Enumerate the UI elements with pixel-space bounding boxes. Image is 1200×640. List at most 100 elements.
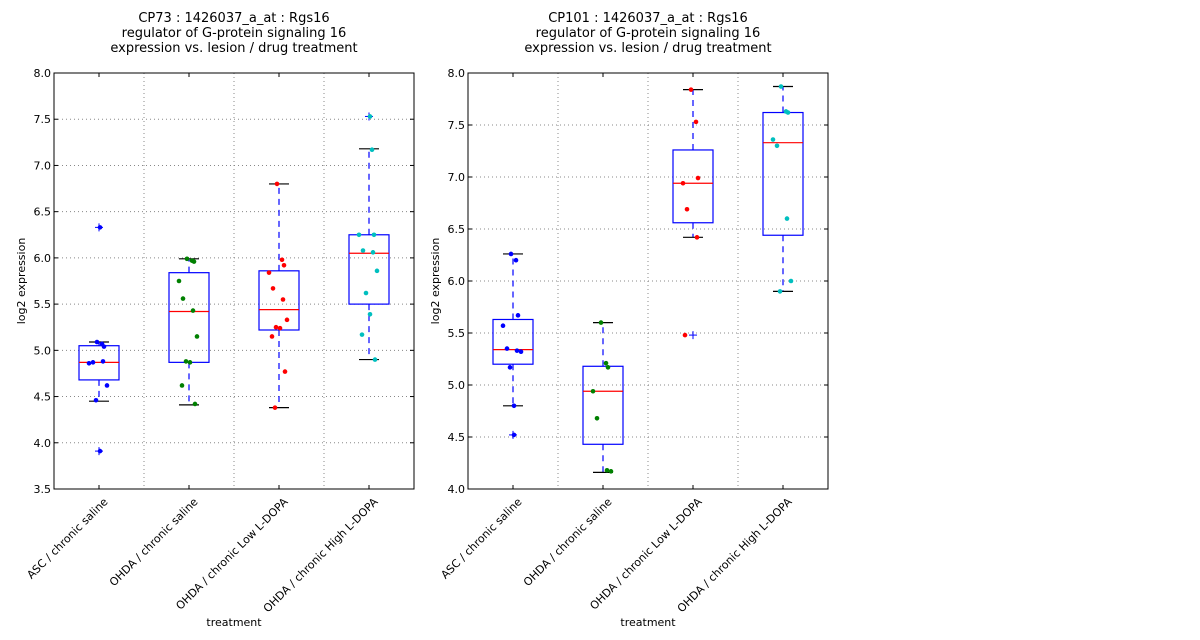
data-point (104, 383, 110, 388)
data-point (778, 84, 784, 89)
data-point (369, 147, 375, 153)
y-tick-label: 8.0 (34, 67, 52, 80)
data-point (682, 332, 688, 338)
box-iqr (762, 111, 804, 236)
box-group-3 (672, 87, 714, 340)
box-iqr (258, 270, 300, 331)
data-point (272, 405, 278, 410)
y-tick-label: 5.0 (448, 379, 466, 392)
chart-title-line-1: CP101 : 1426037_a_at : Rgs16 (548, 11, 748, 26)
data-point (518, 349, 524, 355)
y-tick-label: 6.0 (34, 252, 52, 265)
data-point (774, 143, 780, 149)
data-point (284, 317, 290, 323)
data-point (180, 296, 186, 301)
data-point (511, 432, 517, 438)
data-point (93, 397, 99, 403)
data-point (695, 175, 701, 181)
data-point (598, 320, 604, 325)
data-point (270, 286, 276, 291)
data-point (367, 114, 373, 119)
data-point (788, 278, 794, 284)
data-point (360, 248, 366, 253)
x-axis-label: treatment (620, 616, 676, 629)
y-tick-label: 6.5 (34, 206, 52, 219)
data-point (784, 216, 790, 221)
data-point (179, 383, 185, 388)
y-tick-label: 3.5 (34, 483, 52, 496)
y-tick-label: 4.5 (448, 431, 466, 444)
data-point (500, 323, 506, 329)
chart-title-line-2: regulator of G-protein signaling 16 (122, 26, 347, 41)
x-tick-label: ASC / chronic saline (24, 495, 110, 581)
data-point (90, 360, 96, 365)
data-point (187, 360, 193, 365)
box-iqr (492, 318, 534, 365)
data-point (594, 415, 600, 421)
data-point (359, 332, 365, 337)
data-point (274, 181, 280, 187)
data-point (680, 180, 686, 186)
data-point (507, 365, 513, 370)
data-point (370, 250, 376, 255)
data-point (785, 110, 791, 115)
box-iqr (672, 149, 714, 224)
box-group-1 (78, 223, 120, 456)
data-point (363, 290, 369, 296)
y-tick-label: 5.5 (448, 327, 466, 340)
data-point (514, 348, 520, 353)
x-tick-label: OHDA / chronic saline (107, 495, 201, 589)
data-point (605, 365, 611, 370)
y-tick-label: 7.5 (448, 119, 466, 132)
box-group-1 (492, 251, 534, 439)
data-point (266, 270, 272, 275)
data-point (273, 324, 279, 330)
box-group-4 (348, 112, 390, 362)
data-point (374, 268, 380, 274)
data-point (97, 225, 103, 230)
y-tick-label: 6.5 (448, 223, 466, 236)
data-point (97, 448, 103, 454)
data-point (280, 297, 286, 302)
y-tick-label: 7.5 (34, 113, 52, 126)
y-axis-label: log2 expression (15, 238, 28, 325)
data-point (694, 235, 700, 240)
box-iqr (582, 365, 624, 445)
data-point (279, 257, 285, 263)
data-point (277, 325, 283, 331)
data-point (590, 388, 596, 394)
data-point (693, 119, 699, 125)
data-point (281, 262, 287, 268)
x-axis-label: treatment (206, 616, 262, 629)
data-point (100, 359, 106, 364)
chart-title-line-2: regulator of G-protein signaling 16 (536, 26, 761, 41)
box-group-2 (168, 256, 210, 407)
data-point (190, 308, 196, 313)
plot-frame (467, 72, 829, 490)
box-iqr (168, 272, 210, 363)
data-point (101, 344, 107, 349)
data-point (94, 339, 100, 345)
data-point (183, 359, 189, 364)
chart-title-line-3: expression vs. lesion / drug treatment (524, 41, 771, 56)
data-point (372, 357, 378, 362)
y-tick-label: 5.5 (34, 298, 52, 311)
data-point (371, 232, 377, 238)
data-point (508, 251, 514, 257)
box-group-4 (762, 84, 804, 294)
y-tick-label: 7.0 (34, 159, 52, 172)
y-tick-label: 7.0 (448, 171, 466, 184)
data-point (688, 87, 694, 92)
y-tick-label: 5.0 (34, 344, 52, 357)
data-point (269, 334, 275, 339)
box-group-3 (258, 181, 300, 410)
box-group-2 (582, 320, 624, 474)
chart-title-line-3: expression vs. lesion / drug treatment (110, 41, 357, 56)
y-axis-label: log2 expression (429, 238, 442, 325)
data-point (604, 467, 610, 473)
data-point (770, 137, 776, 142)
data-point (608, 469, 614, 474)
data-point (515, 313, 521, 318)
